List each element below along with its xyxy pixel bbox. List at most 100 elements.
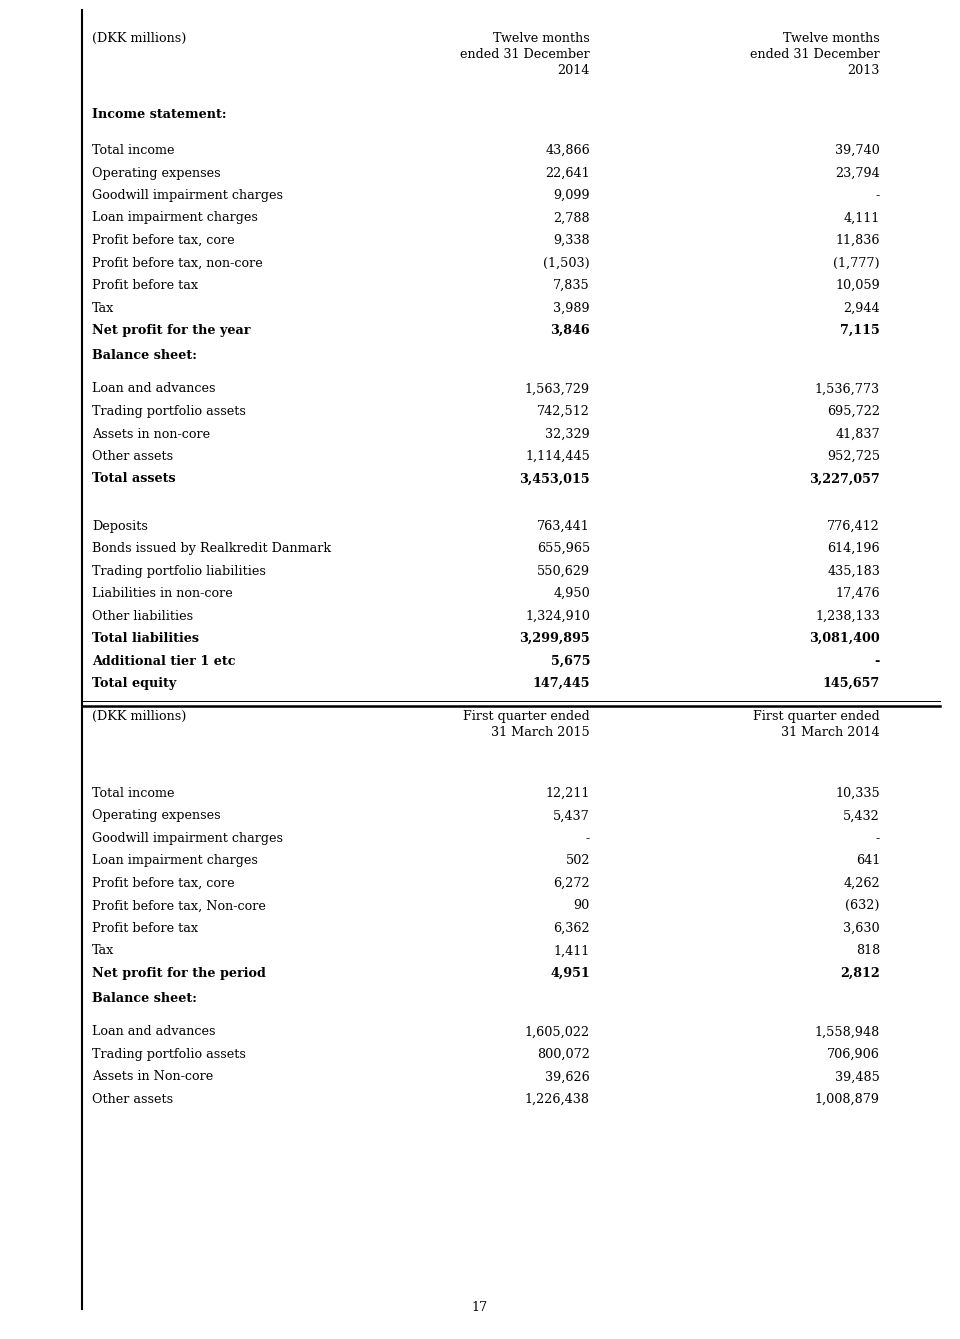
- Text: 800,072: 800,072: [538, 1048, 590, 1060]
- Text: 6,272: 6,272: [553, 877, 590, 890]
- Text: Loan and advances: Loan and advances: [92, 383, 215, 395]
- Text: Total assets: Total assets: [92, 473, 176, 486]
- Text: (1,503): (1,503): [543, 257, 590, 269]
- Text: 3,453,015: 3,453,015: [519, 473, 590, 486]
- Text: 12,211: 12,211: [545, 787, 590, 799]
- Text: Total equity: Total equity: [92, 678, 177, 690]
- Text: Additional tier 1 etc: Additional tier 1 etc: [92, 655, 235, 668]
- Text: Deposits: Deposits: [92, 520, 148, 533]
- Text: 1,411: 1,411: [554, 944, 590, 957]
- Text: 818: 818: [855, 944, 880, 957]
- Text: (632): (632): [846, 900, 880, 912]
- Text: Other assets: Other assets: [92, 450, 173, 463]
- Text: Loan impairment charges: Loan impairment charges: [92, 854, 258, 868]
- Text: Goodwill impairment charges: Goodwill impairment charges: [92, 189, 283, 202]
- Text: 10,059: 10,059: [835, 279, 880, 292]
- Text: First quarter ended: First quarter ended: [464, 711, 590, 723]
- Text: 2013: 2013: [848, 64, 880, 78]
- Text: ended 31 December: ended 31 December: [460, 48, 590, 62]
- Text: Assets in non-core: Assets in non-core: [92, 427, 210, 441]
- Text: -: -: [586, 832, 590, 845]
- Text: 3,630: 3,630: [844, 921, 880, 935]
- Text: Trading portfolio liabilities: Trading portfolio liabilities: [92, 565, 266, 577]
- Text: Assets in Non-core: Assets in Non-core: [92, 1070, 213, 1083]
- Text: 763,441: 763,441: [538, 520, 590, 533]
- Text: 5,432: 5,432: [843, 809, 880, 822]
- Text: 1,563,729: 1,563,729: [525, 383, 590, 395]
- Text: -: -: [876, 189, 880, 202]
- Text: Goodwill impairment charges: Goodwill impairment charges: [92, 832, 283, 845]
- Text: 1,114,445: 1,114,445: [525, 450, 590, 463]
- Text: Operating expenses: Operating expenses: [92, 809, 221, 822]
- Text: 1,238,133: 1,238,133: [815, 609, 880, 623]
- Text: Trading portfolio assets: Trading portfolio assets: [92, 404, 246, 418]
- Text: 2014: 2014: [558, 64, 590, 78]
- Text: 5,437: 5,437: [553, 809, 590, 822]
- Text: Profit before tax, non-core: Profit before tax, non-core: [92, 257, 263, 269]
- Text: First quarter ended: First quarter ended: [754, 711, 880, 723]
- Text: 1,324,910: 1,324,910: [525, 609, 590, 623]
- Text: 22,641: 22,641: [545, 166, 590, 179]
- Text: 41,837: 41,837: [835, 427, 880, 441]
- Text: 31 March 2015: 31 March 2015: [492, 726, 590, 739]
- Text: Profit before tax, core: Profit before tax, core: [92, 234, 234, 246]
- Text: Twelve months: Twelve months: [493, 32, 590, 46]
- Text: 550,629: 550,629: [537, 565, 590, 577]
- Text: 695,722: 695,722: [827, 404, 880, 418]
- Text: Balance sheet:: Balance sheet:: [92, 992, 197, 1004]
- Text: 145,657: 145,657: [823, 678, 880, 690]
- Text: Liabilities in non-core: Liabilities in non-core: [92, 588, 232, 600]
- Text: Twelve months: Twelve months: [783, 32, 880, 46]
- Text: 1,008,879: 1,008,879: [815, 1093, 880, 1106]
- Text: 1,226,438: 1,226,438: [525, 1093, 590, 1106]
- Text: 4,950: 4,950: [553, 588, 590, 600]
- Text: 3,846: 3,846: [550, 324, 590, 337]
- Text: Profit before tax, Non-core: Profit before tax, Non-core: [92, 900, 266, 912]
- Text: 2,812: 2,812: [840, 967, 880, 980]
- Text: Loan impairment charges: Loan impairment charges: [92, 212, 258, 225]
- Text: Profit before tax, core: Profit before tax, core: [92, 877, 234, 890]
- Text: Total income: Total income: [92, 145, 175, 157]
- Text: 655,965: 655,965: [537, 542, 590, 556]
- Text: Balance sheet:: Balance sheet:: [92, 348, 197, 362]
- Text: ended 31 December: ended 31 December: [751, 48, 880, 62]
- Text: 6,362: 6,362: [553, 921, 590, 935]
- Text: 3,299,895: 3,299,895: [519, 632, 590, 645]
- Text: 31 March 2014: 31 March 2014: [781, 726, 880, 739]
- Text: 2,944: 2,944: [844, 301, 880, 315]
- Text: 3,081,400: 3,081,400: [809, 632, 880, 645]
- Text: 39,626: 39,626: [545, 1070, 590, 1083]
- Text: 742,512: 742,512: [538, 404, 590, 418]
- Text: 706,906: 706,906: [828, 1048, 880, 1060]
- Text: 10,335: 10,335: [835, 787, 880, 799]
- Text: Other liabilities: Other liabilities: [92, 609, 193, 623]
- Text: Bonds issued by Realkredit Danmark: Bonds issued by Realkredit Danmark: [92, 542, 331, 556]
- Text: 7,835: 7,835: [553, 279, 590, 292]
- Text: -: -: [876, 832, 880, 845]
- Text: 435,183: 435,183: [828, 565, 880, 577]
- Text: 952,725: 952,725: [827, 450, 880, 463]
- Text: 39,485: 39,485: [835, 1070, 880, 1083]
- Text: 641: 641: [855, 854, 880, 868]
- Text: Other assets: Other assets: [92, 1093, 173, 1106]
- Text: 502: 502: [565, 854, 590, 868]
- Text: -: -: [875, 655, 880, 668]
- Text: 43,866: 43,866: [545, 145, 590, 157]
- Text: Total income: Total income: [92, 787, 175, 799]
- Text: 4,262: 4,262: [844, 877, 880, 890]
- Text: 1,536,773: 1,536,773: [815, 383, 880, 395]
- Text: Profit before tax: Profit before tax: [92, 279, 198, 292]
- Text: 7,115: 7,115: [840, 324, 880, 337]
- Text: Total liabilities: Total liabilities: [92, 632, 199, 645]
- Text: 90: 90: [574, 900, 590, 912]
- Text: 1,605,022: 1,605,022: [525, 1026, 590, 1038]
- Text: 1,558,948: 1,558,948: [815, 1026, 880, 1038]
- Text: 17,476: 17,476: [835, 588, 880, 600]
- Text: 147,445: 147,445: [533, 678, 590, 690]
- Text: 5,675: 5,675: [550, 655, 590, 668]
- Text: Tax: Tax: [92, 301, 114, 315]
- Text: Profit before tax: Profit before tax: [92, 921, 198, 935]
- Text: 39,740: 39,740: [835, 145, 880, 157]
- Text: 4,951: 4,951: [550, 967, 590, 980]
- Text: 2,788: 2,788: [553, 212, 590, 225]
